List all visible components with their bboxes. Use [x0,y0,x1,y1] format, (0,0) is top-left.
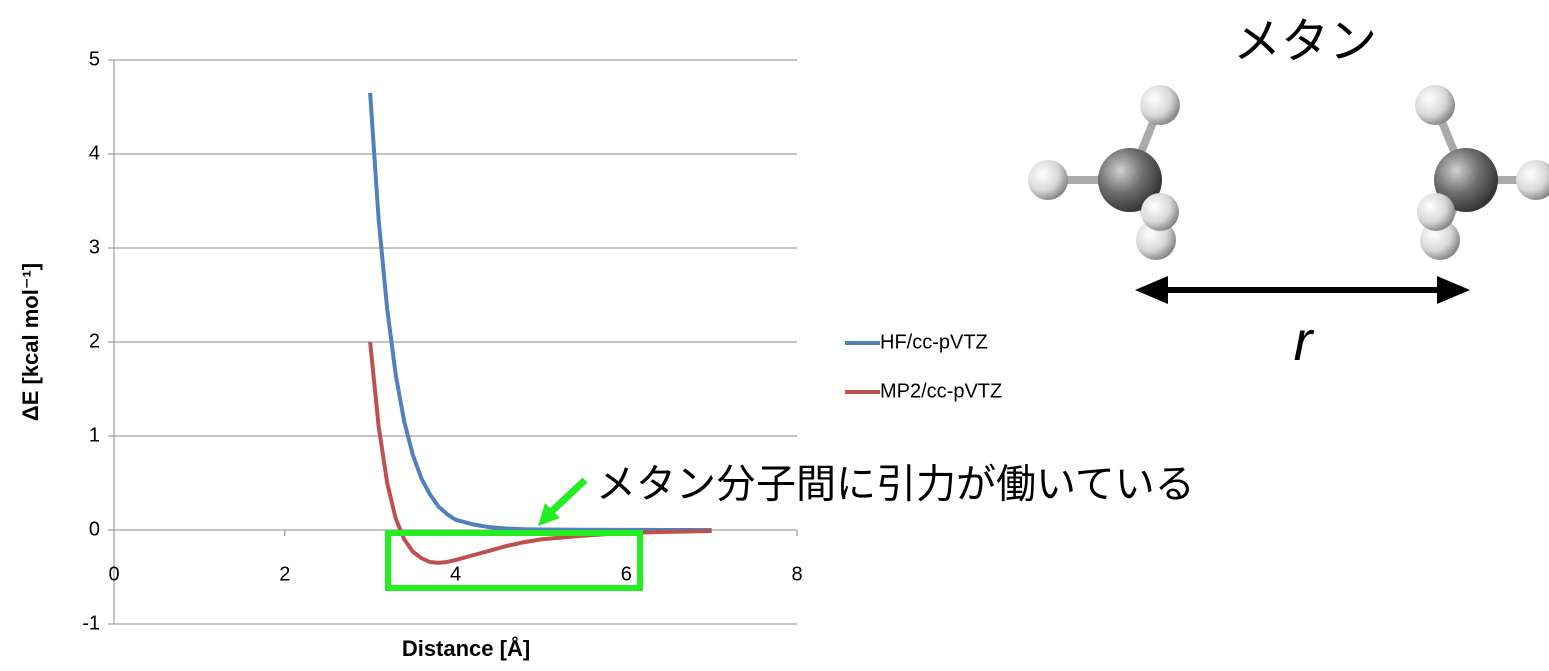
y-tick-label: 5 [89,48,100,70]
x-axis-title: Distance [Å] [402,635,530,661]
annotation-arrowhead [538,503,560,526]
annotation: メタン分子間に引力が働いている [596,463,1195,507]
y-tick-label: 4 [89,142,100,164]
x-tick-label: 4 [450,563,461,585]
arrowhead-left [1135,276,1168,304]
legend-label: MP2/cc-pVTZ [880,380,1002,402]
y-tick-label: 1 [89,424,100,446]
y-tick-label: -1 [82,612,100,634]
annotation-arrow [549,477,588,514]
plot: -1 0 1 2 3 4 5 0 2 4 6 8 HF/cc-pVTZ MP2/cc-pVTZ [82,48,1002,634]
diagram-title: メタン [1233,16,1377,69]
y-tick-label: 3 [89,236,100,258]
y-axis-title: ΔE [kcal mol⁻¹] [18,263,43,421]
legend-label: HF/cc-pVTZ [880,331,988,353]
series-line [368,341,712,565]
y-tick-label: 0 [89,518,100,540]
x-tick-label: 2 [279,563,290,585]
distance-label: r [1294,309,1315,372]
highlight-box [385,530,643,591]
series-line [368,92,712,532]
methane-right [1415,85,1549,260]
methane-left [1028,85,1180,260]
x-tick-label: 0 [108,563,119,585]
x-tick-label: 8 [791,563,802,585]
y-tick-label: 2 [89,330,100,352]
arrowhead-right [1437,276,1470,304]
x-tick-label: 6 [621,563,632,585]
